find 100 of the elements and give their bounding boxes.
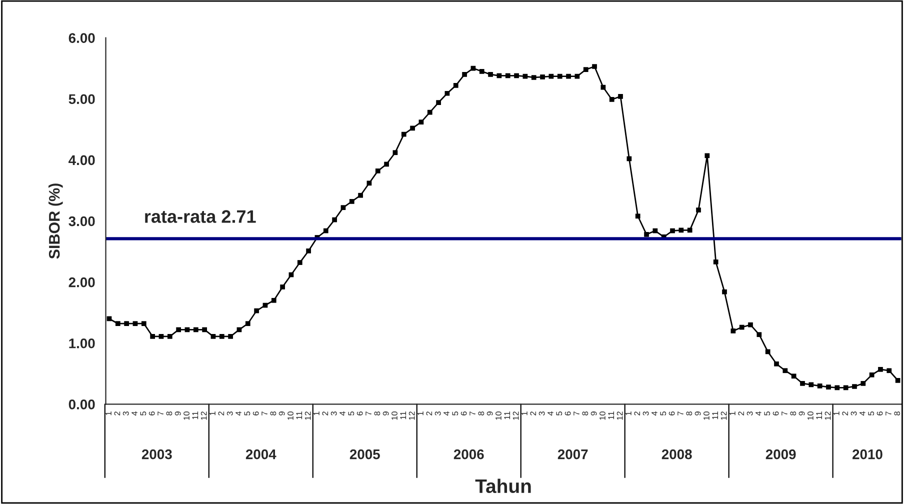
text: 2004 <box>246 449 276 460</box>
x-tick-label: 4 <box>444 411 450 416</box>
x-tick-label: 1 <box>210 412 216 416</box>
y-tick-label: 4.00 <box>68 155 95 166</box>
x-tick-label: 2 <box>322 412 328 416</box>
x-tick-label: 5 <box>244 412 250 416</box>
x-tick-label: 11 <box>296 412 302 420</box>
x-tick-label: 6 <box>460 412 467 416</box>
x-tick-label: 12 <box>200 412 207 420</box>
x-tick-label: 4 <box>860 411 866 416</box>
x-tick-label: 1 <box>834 412 840 416</box>
x-tick-label: 2 <box>530 412 536 416</box>
x-tick-label: 5 <box>660 412 666 416</box>
x-tick-label: 3 <box>850 412 857 416</box>
x-tick-label: 2 <box>738 412 744 416</box>
x-tick-label: 9 <box>798 412 805 416</box>
x-tick-label: 9 <box>174 412 181 416</box>
x-tick-label: 4 <box>756 411 762 416</box>
y-tick-label: 0.00 <box>68 400 95 410</box>
x-tick-label: 1 <box>626 412 632 416</box>
x-tick-label: 2 <box>842 412 848 416</box>
x-tick-label: 12 <box>512 412 519 420</box>
x-tick-label: 12 <box>408 412 415 420</box>
ref-line-label: rata-rata 2.71 <box>145 210 256 223</box>
x-tick-label: 8 <box>270 412 276 416</box>
x-tick-label: 5 <box>140 412 146 416</box>
x-tick-label: 10 <box>184 411 190 420</box>
y-tick-label: 3.00 <box>68 216 95 226</box>
x-tick-label: 7 <box>886 412 892 416</box>
x-tick-label: 2 <box>426 412 432 416</box>
x-tick-label: 2 <box>218 412 224 416</box>
x-tick-label: 7 <box>262 412 268 416</box>
x-tick-label: 10 <box>288 411 294 420</box>
x-tick-label: 8 <box>582 412 588 416</box>
x-tick-label: 3 <box>538 412 545 416</box>
text: 2009 <box>766 449 796 460</box>
x-tick-label: 11 <box>400 412 406 420</box>
x-tick-label: 11 <box>816 412 822 420</box>
x-tick-label: 7 <box>782 412 788 416</box>
x-tick-label: 12 <box>720 412 727 420</box>
y-tick-label: 6.00 <box>68 33 95 43</box>
x-tick-label: 8 <box>894 412 900 416</box>
x-tick-label: 6 <box>564 412 571 416</box>
x-tick-label: 11 <box>192 412 198 420</box>
x-tick-label: 8 <box>790 412 796 416</box>
x-tick-label: 12 <box>304 412 311 420</box>
x-tick-label: 4 <box>132 411 138 416</box>
x-tick-label: 5 <box>764 412 770 416</box>
x-tick-label: 9 <box>382 412 389 416</box>
x-tick-label: 5 <box>452 412 458 416</box>
x-tick-label: 11 <box>504 412 510 420</box>
x-tick-label: 4 <box>236 411 242 416</box>
x-tick-label: 7 <box>366 412 372 416</box>
x-tick-label: 9 <box>486 412 493 416</box>
x-tick-label: 5 <box>556 412 562 416</box>
x-tick-label: 8 <box>478 412 484 416</box>
x-tick-label: 6 <box>148 412 155 416</box>
x-tick-label: 2 <box>634 412 640 416</box>
x-tick-label: 4 <box>548 411 554 416</box>
x-tick-label: 9 <box>694 412 701 416</box>
x-tick-label: 6 <box>252 412 259 416</box>
text: 2007 <box>558 449 588 460</box>
y-axis-title: SIBOR (%) <box>48 184 63 259</box>
x-tick-label: 1 <box>522 412 528 416</box>
x-tick-label: 12 <box>824 412 831 420</box>
y-tick-label: 1.00 <box>69 338 95 348</box>
x-tick-label: 8 <box>374 412 380 416</box>
text: 2006 <box>454 449 484 460</box>
x-tick-label: 3 <box>746 412 753 416</box>
x-tick-label: 4 <box>340 411 346 416</box>
x-tick-label: 3 <box>642 412 649 416</box>
x-tick-label: 11 <box>608 412 614 420</box>
x-tick-label: 8 <box>686 412 692 416</box>
x-axis-title: Tahun <box>475 478 531 494</box>
x-tick-label: 7 <box>158 412 164 416</box>
x-tick-label: 7 <box>678 412 684 416</box>
x-tick-label: 1 <box>314 412 320 416</box>
x-tick-label: 10 <box>600 411 606 420</box>
x-tick-label: 6 <box>356 412 363 416</box>
x-tick-label: 12 <box>616 412 623 420</box>
text: 2010 <box>852 449 882 460</box>
x-tick-label: 9 <box>278 412 285 416</box>
x-tick-label: 1 <box>418 412 424 416</box>
x-tick-label: 3 <box>122 412 129 416</box>
x-tick-label: 10 <box>496 411 502 420</box>
x-tick-label: 9 <box>590 412 597 416</box>
x-tick-label: 7 <box>574 412 580 416</box>
y-tick-label: 5.00 <box>68 94 95 104</box>
x-tick-label: 2 <box>114 412 120 416</box>
x-tick-label: 3 <box>226 412 233 416</box>
x-tick-label: 1 <box>730 412 736 416</box>
x-tick-label: 6 <box>772 412 779 416</box>
x-tick-label: 10 <box>704 411 710 420</box>
x-tick-label: 10 <box>808 411 814 420</box>
x-tick-label: 5 <box>868 412 874 416</box>
x-tick-label: 1 <box>106 412 112 416</box>
x-tick-label: 6 <box>668 412 675 416</box>
y-tick-label: 2.00 <box>68 277 95 288</box>
text: 2008 <box>662 449 692 460</box>
x-tick-label: 3 <box>330 412 337 416</box>
